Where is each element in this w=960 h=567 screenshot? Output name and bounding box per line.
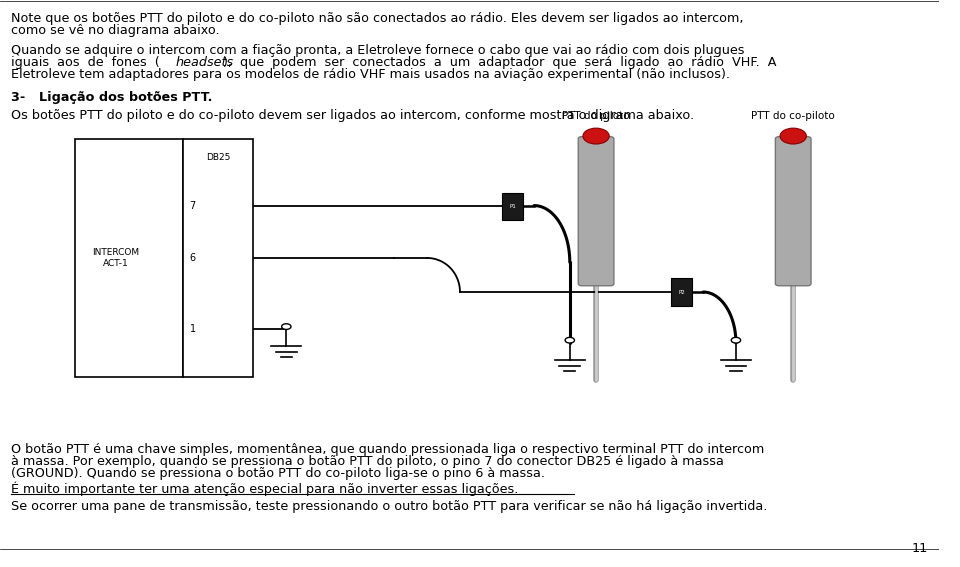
Text: headsets: headsets bbox=[175, 56, 233, 69]
FancyBboxPatch shape bbox=[578, 137, 613, 286]
Text: Ligação dos botões PTT.: Ligação dos botões PTT. bbox=[39, 91, 213, 104]
Circle shape bbox=[780, 128, 806, 144]
Circle shape bbox=[583, 128, 610, 144]
Text: 7: 7 bbox=[190, 201, 196, 210]
Text: (GROUND). Quando se pressiona o botão PTT do co-piloto liga-se o pino 6 à massa.: (GROUND). Quando se pressiona o botão PT… bbox=[12, 467, 545, 480]
FancyBboxPatch shape bbox=[776, 137, 811, 286]
FancyBboxPatch shape bbox=[671, 278, 692, 306]
Text: PTT do co-piloto: PTT do co-piloto bbox=[752, 111, 835, 121]
FancyBboxPatch shape bbox=[75, 139, 183, 377]
FancyBboxPatch shape bbox=[502, 193, 523, 220]
Text: à massa. Por exemplo, quando se pressiona o botão PTT do piloto, o pino 7 do con: à massa. Por exemplo, quando se pression… bbox=[12, 455, 724, 468]
Text: É muito importante ter uma atenção especial para não inverter essas ligações.: É muito importante ter uma atenção espec… bbox=[12, 482, 518, 497]
Text: como se vê no diagrama abaixo.: como se vê no diagrama abaixo. bbox=[12, 24, 220, 37]
Text: INTERCOM
ACT-1: INTERCOM ACT-1 bbox=[92, 248, 139, 268]
Text: Se ocorrer uma pane de transmissão, teste pressionando o outro botão PTT para ve: Se ocorrer uma pane de transmissão, test… bbox=[12, 500, 768, 513]
Text: ),  que  podem  ser  conectados  a  um  adaptador  que  será  ligado  ao  rádio : ), que podem ser conectados a um adaptad… bbox=[223, 56, 777, 69]
Text: 3-: 3- bbox=[12, 91, 39, 104]
Circle shape bbox=[281, 324, 291, 329]
Text: 11: 11 bbox=[911, 541, 927, 555]
Text: PTT do piloto: PTT do piloto bbox=[563, 111, 630, 121]
Text: iguais  aos  de  fones  (: iguais aos de fones ( bbox=[12, 56, 160, 69]
Text: 6: 6 bbox=[190, 253, 196, 263]
FancyBboxPatch shape bbox=[183, 139, 253, 377]
Text: P1: P1 bbox=[509, 204, 516, 209]
Text: Eletroleve tem adaptadores para os modelos de rádio VHF mais usados na aviação e: Eletroleve tem adaptadores para os model… bbox=[12, 68, 731, 81]
Text: P2: P2 bbox=[678, 290, 684, 294]
Text: Os botões PTT do piloto e do co-piloto devem ser ligados ao intercom, conforme m: Os botões PTT do piloto e do co-piloto d… bbox=[12, 109, 694, 122]
Text: Quando se adquire o intercom com a fiação pronta, a Eletroleve fornece o cabo qu: Quando se adquire o intercom com a fiaçã… bbox=[12, 44, 745, 57]
Text: DB25: DB25 bbox=[206, 153, 230, 162]
Text: 1: 1 bbox=[190, 324, 196, 335]
Circle shape bbox=[565, 337, 574, 343]
Circle shape bbox=[732, 337, 740, 343]
Text: Note que os botões PTT do piloto e do co-piloto não são conectados ao rádio. Ele: Note que os botões PTT do piloto e do co… bbox=[12, 12, 744, 26]
Text: O botão PTT é uma chave simples, momentânea, que quando pressionada liga o respe: O botão PTT é uma chave simples, momentâ… bbox=[12, 443, 764, 456]
